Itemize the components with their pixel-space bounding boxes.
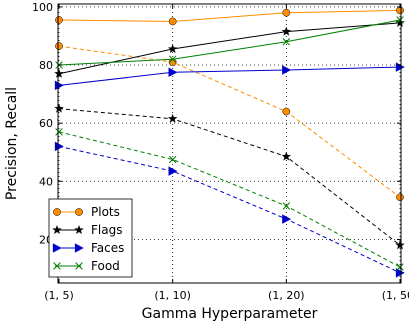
legend-label: Flags xyxy=(91,223,122,237)
series-line xyxy=(58,19,401,66)
data-point xyxy=(282,202,291,210)
legend: Plots Flags Faces Food xyxy=(48,198,133,278)
series-line xyxy=(58,9,401,22)
x-tick-label: (1, 10) xyxy=(154,289,191,302)
data-point xyxy=(168,166,178,176)
legend-item: Plots xyxy=(53,205,120,219)
series-line xyxy=(58,66,401,86)
legend-item: Faces xyxy=(52,241,124,255)
data-point xyxy=(55,128,63,136)
data-point xyxy=(396,16,404,24)
data-point xyxy=(282,214,292,224)
data-point xyxy=(168,17,177,26)
data-point xyxy=(54,80,64,91)
series-line xyxy=(58,22,401,75)
series-faces-solid xyxy=(54,62,405,91)
data-point xyxy=(168,55,177,63)
legend-label: Plots xyxy=(91,205,120,219)
series-food-solid xyxy=(55,16,404,69)
series-line xyxy=(58,131,401,268)
legend-marker xyxy=(52,243,62,253)
data-point xyxy=(281,151,292,161)
y-tick-label: 100 xyxy=(32,1,53,14)
data-point xyxy=(54,103,64,113)
data-point xyxy=(54,141,64,152)
series-flags-dashed xyxy=(54,103,405,250)
data-point xyxy=(54,68,64,78)
data-point xyxy=(395,268,405,278)
legend-item: Food xyxy=(53,259,120,273)
series-line xyxy=(58,45,401,198)
y-tick-label: 80 xyxy=(39,59,53,72)
series-food-dashed xyxy=(55,128,404,271)
data-point xyxy=(395,240,405,250)
data-point xyxy=(55,16,63,24)
data-point xyxy=(396,263,404,271)
y-tick-label: 60 xyxy=(39,117,53,130)
data-point xyxy=(395,62,405,72)
y-axis-label: Precision, Recall xyxy=(4,87,20,200)
legend-label: Food xyxy=(91,259,120,273)
data-point xyxy=(282,38,291,46)
x-tick-label: (1, 50) xyxy=(382,289,409,302)
legend-marker xyxy=(75,262,83,270)
legend-marker xyxy=(53,208,61,216)
data-point xyxy=(395,17,405,27)
series-line xyxy=(58,145,401,274)
series-faces-dashed xyxy=(54,141,405,278)
data-point xyxy=(167,44,178,54)
data-point xyxy=(282,65,292,75)
data-point xyxy=(282,107,291,116)
series-flags-solid xyxy=(54,17,405,78)
data-point xyxy=(167,113,178,123)
plot-frame xyxy=(57,3,402,284)
data-point xyxy=(281,26,292,36)
series-plots-solid xyxy=(55,6,404,26)
data-point xyxy=(282,8,291,17)
legend-label: Faces xyxy=(91,241,124,255)
data-point xyxy=(168,67,178,78)
data-point xyxy=(168,155,177,164)
data-point xyxy=(55,42,63,50)
x-tick-label: (1, 20) xyxy=(268,289,305,302)
data-point xyxy=(396,193,404,202)
legend-marker xyxy=(74,243,84,253)
series-line xyxy=(58,108,401,246)
series-plots-dashed xyxy=(55,42,404,202)
legend-marker xyxy=(74,224,84,235)
legend-marker xyxy=(53,262,61,270)
x-axis-label: Gamma Hyperparameter xyxy=(142,306,318,322)
legend-item: Flags xyxy=(52,223,122,237)
legend-marker xyxy=(52,224,62,235)
x-tick-label: (1, 5) xyxy=(44,289,74,302)
y-tick-label: 40 xyxy=(39,175,53,188)
legend-marker xyxy=(75,208,83,216)
